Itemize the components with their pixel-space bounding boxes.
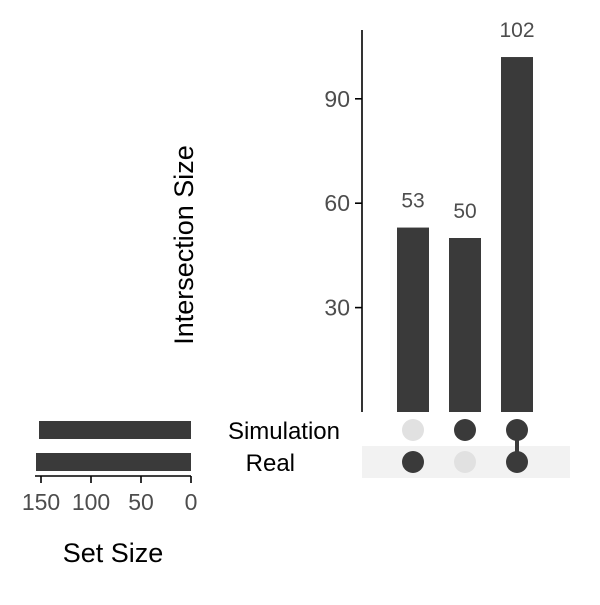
intersection-bar-label: 53 <box>401 190 424 213</box>
intersection-bar-label: 102 <box>499 19 534 42</box>
intersection-tick-label: 90 <box>324 86 350 112</box>
matrix-dot-active <box>402 451 424 473</box>
intersection-tick-label: 60 <box>324 190 350 216</box>
matrix-dot-inactive <box>454 451 476 473</box>
set-size-axis: 150 100 50 0 <box>22 475 198 515</box>
set-size-tick-label: 50 <box>128 489 154 515</box>
intersection-size-axis-title: Intersection Size <box>169 145 199 345</box>
matrix-dot-active <box>506 419 528 441</box>
set-size-tick-label: 150 <box>22 489 60 515</box>
intersection-tick-label: 30 <box>324 295 350 321</box>
set-size-axis-title: Set Size <box>63 538 164 568</box>
set-labels: Simulation Real <box>228 418 340 477</box>
matrix-dot-active <box>454 419 476 441</box>
matrix-dot-active <box>506 451 528 473</box>
set-label-simulation: Simulation <box>228 418 340 445</box>
matrix-dot-inactive <box>402 419 424 441</box>
set-size-bar-real <box>36 453 191 471</box>
intersection-bar-label: 50 <box>453 200 476 223</box>
intersection-bar <box>501 57 533 412</box>
set-size-tick-label: 0 <box>185 489 198 515</box>
set-size-bars <box>36 421 191 471</box>
set-label-real: Real <box>246 450 295 477</box>
intersection-bar <box>397 227 429 412</box>
set-size-tick-label: 100 <box>72 489 110 515</box>
intersection-bar <box>449 238 481 412</box>
set-size-bar-simulation <box>39 421 191 439</box>
intersection-bars: 53 50 102 <box>397 19 535 412</box>
membership-matrix <box>402 419 528 473</box>
intersection-axis: 30 60 90 <box>324 30 363 412</box>
